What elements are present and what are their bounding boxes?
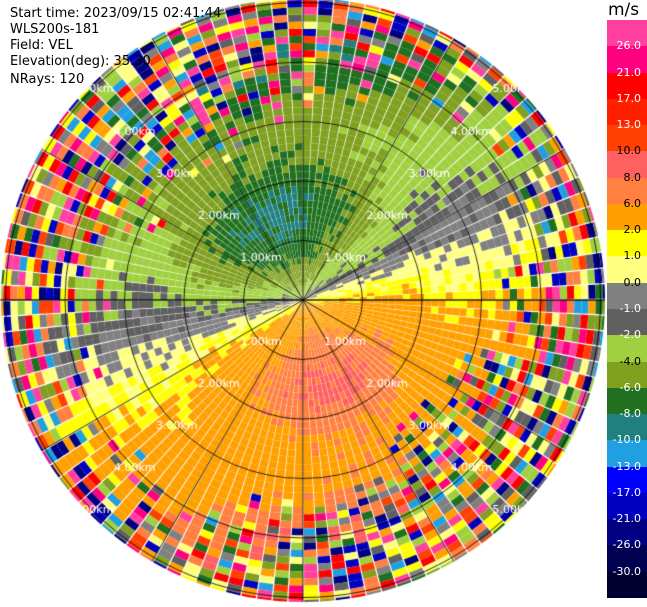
field-label: Field: VEL: [10, 38, 73, 53]
colorbar-cell: [607, 466, 647, 494]
nrays-label: NRays: 120: [10, 72, 85, 87]
colorbar-tick-label: -10.0: [612, 433, 641, 447]
start-time-label: Start time: 2023/09/15 02:41:44: [10, 6, 222, 21]
colorbar-cell: [607, 151, 647, 179]
instrument-label: WLS200s-181: [10, 22, 100, 37]
colorbar-tick-label: 8.0: [623, 170, 642, 184]
colorbar-tick-label: -26.0: [612, 538, 641, 552]
colorbar-cell: [607, 125, 647, 152]
colorbar-tick-label: 21.0: [616, 65, 642, 79]
colorbar-cell: [607, 98, 647, 126]
colorbar-tick-label: 13.0: [616, 118, 642, 132]
colorbar-cell: [607, 335, 647, 363]
colorbar-tick-label: -17.0: [612, 485, 641, 499]
colorbar-tick-label: 17.0: [616, 91, 642, 105]
colorbar-tick-label: 2.0: [623, 223, 642, 237]
colorbar-cell: [607, 414, 647, 441]
colorbar-tick-label: -4.0: [619, 354, 641, 368]
colorbar-cell: [607, 440, 647, 468]
colorbar-tick-label: 6.0: [623, 196, 642, 210]
elevation-label: Elevation(deg): 35.30: [10, 54, 151, 69]
colorbar-cell: [607, 492, 647, 520]
colorbar-cell: [607, 545, 647, 573]
colorbar-cell: [607, 177, 647, 205]
colorbar-cell: [607, 20, 647, 47]
colorbar-cell: [607, 361, 647, 389]
colorbar-cell: [607, 519, 647, 546]
colorbar-cell: [607, 256, 647, 284]
colorbar-tick-label: -13.0: [612, 459, 641, 473]
colorbar-cell: [607, 387, 647, 415]
colorbar-tick-label: 26.0: [616, 39, 642, 53]
colorbar-tick-label: 10.0: [616, 144, 642, 158]
colorbar-tick-label: 1.0: [623, 249, 642, 263]
colorbar-cell: [607, 309, 647, 336]
colorbar-cell: [607, 230, 647, 257]
colorbar-tick-label: -2.0: [619, 328, 641, 342]
colorbar-cell: [607, 282, 647, 310]
colorbar-tick-label: -30.0: [612, 564, 641, 578]
colorbar-cell: [607, 72, 647, 100]
colorbar-tick-label: -21.0: [612, 512, 641, 526]
colorbar-tick-label: -6.0: [619, 380, 641, 394]
colorbar-cell: [607, 571, 647, 599]
colorbar-cell: [607, 203, 647, 231]
colorbar-cell: [607, 46, 647, 74]
colorbar-title: m/s: [608, 0, 640, 20]
colorbar-tick-label: 0.0: [623, 275, 642, 289]
colorbar-tick-label: -8.0: [619, 407, 641, 421]
colorbar-tick-label: -1.0: [619, 302, 641, 315]
